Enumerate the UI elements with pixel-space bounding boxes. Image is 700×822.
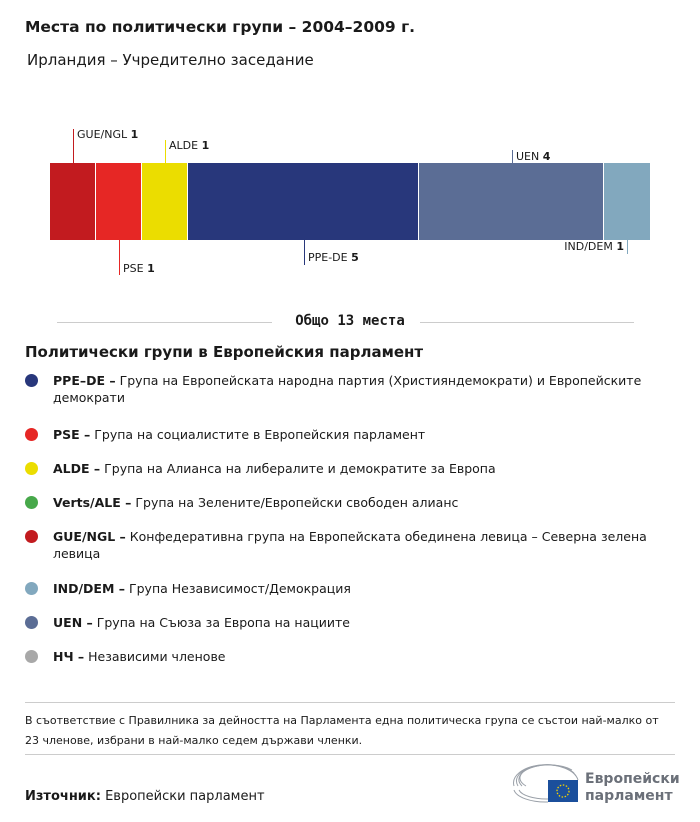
footnote: В съответствие с Правилника за дейността… (25, 714, 659, 747)
logo-line2: парламент (585, 788, 673, 804)
legend-item: PPE–DE – Група на Европейската народна п… (25, 372, 665, 406)
legend-swatch-icon (25, 650, 38, 663)
leader-line (119, 240, 120, 275)
legend-text: Група на социалистите в Европейския парл… (90, 427, 426, 442)
parliament-logo-icon (513, 764, 579, 803)
legend-item: НЧ – Независими членове (25, 648, 665, 665)
legend-abbr: GUE/NGL – (53, 529, 126, 544)
data-label: IND/DEM 1 (564, 240, 624, 253)
bar-segment-ppe-de (188, 163, 420, 240)
legend-swatch-icon (25, 496, 38, 509)
stacked-bar (50, 163, 650, 240)
bar-segment-pse (96, 163, 143, 240)
legend-item: IND/DEM – Група Независимост/Демокрация (25, 580, 665, 597)
legend-abbr: PPE–DE – (53, 373, 116, 388)
leader-line (73, 129, 74, 163)
leader-line (512, 150, 513, 163)
logo-line1: Европейски (585, 771, 680, 787)
legend-abbr: UEN – (53, 615, 93, 630)
legend-text: Група на Съюза за Европа на нациите (92, 615, 350, 630)
bar-segment-ind-dem (603, 163, 650, 240)
legend-abbr: НЧ – (53, 649, 85, 664)
legend-abbr: ALDE – (53, 461, 101, 476)
source-value: Европейски парламент (100, 789, 265, 804)
legend-text: Група Независимост/Демокрация (125, 581, 351, 596)
legend-swatch-icon (25, 462, 38, 475)
legend-swatch-icon (25, 428, 38, 441)
legend-item: ALDE – Група на Алианса на либералите и … (25, 460, 665, 477)
legend-item: PSE – Група на социалистите в Европейски… (25, 426, 665, 443)
source-label: Източник: (25, 789, 101, 804)
bar-segment-gue-ngl (50, 163, 97, 240)
data-label: GUE/NGL 1 (77, 128, 139, 141)
chart-title: Места по политически групи – 2004–2009 г… (25, 18, 416, 36)
chart-subtitle: Ирландия – Учредително заседание (27, 51, 314, 69)
leader-line (165, 140, 166, 163)
divider (25, 702, 675, 703)
legend-item: Verts/ALE – Група на Зелените/Европейски… (25, 494, 665, 511)
divider (57, 322, 272, 323)
legend-item: GUE/NGL – Конфедеративна група на Европе… (25, 528, 665, 562)
bar-segment-alde (142, 163, 189, 240)
legend-abbr: Verts/ALE – (53, 495, 132, 510)
data-label: PPE-DE 5 (308, 251, 359, 264)
leader-line (304, 240, 305, 265)
legend-abbr: IND/DEM – (53, 581, 126, 596)
legend-abbr: PSE – (53, 427, 91, 442)
source: Източник: Европейски парламент (25, 789, 265, 804)
legend-text: Независими членове (84, 649, 226, 664)
leader-line (627, 240, 628, 254)
legend-text: Група на Алианса на либералите и демокра… (100, 461, 496, 476)
legend-swatch-icon (25, 374, 38, 387)
total-seats: Общо 13 места (295, 313, 405, 329)
legend-swatch-icon (25, 530, 38, 543)
legend-text: Група на Европейската народна партия (Хр… (53, 373, 642, 405)
bar-segment-uen (419, 163, 604, 240)
data-label: PSE 1 (123, 262, 155, 275)
data-label: ALDE 1 (169, 139, 210, 152)
divider (420, 322, 634, 323)
data-label: UEN 4 (516, 150, 551, 163)
legend-title: Политически групи в Европейския парламен… (25, 343, 424, 361)
legend-text: Конфедеративна група на Европейската обе… (53, 529, 647, 561)
legend-swatch-icon (25, 582, 38, 595)
legend-text: Група на Зелените/Европейски свободен ал… (131, 495, 459, 510)
legend-swatch-icon (25, 616, 38, 629)
divider (25, 754, 675, 755)
legend-item: UEN – Група на Съюза за Европа на нациит… (25, 614, 665, 631)
logo-text: Европейски парламент (585, 771, 680, 805)
